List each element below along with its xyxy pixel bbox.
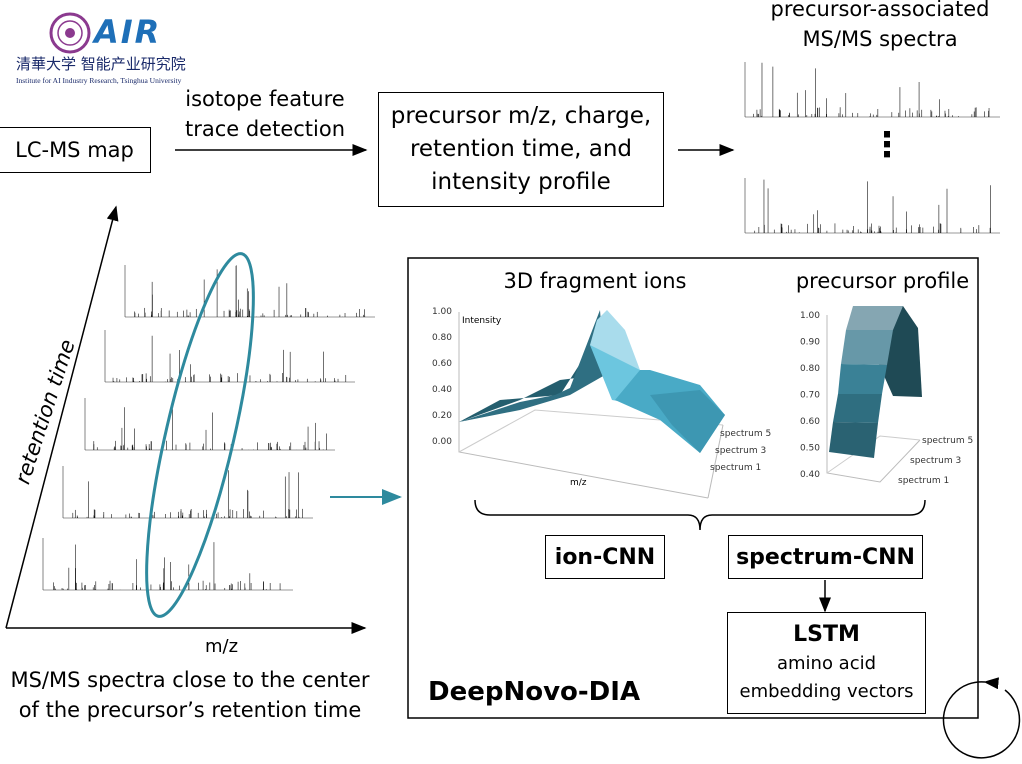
detection-line2: trace detection: [184, 117, 346, 141]
z-tick: 0.00: [432, 437, 452, 447]
profile-depth-tick: spectrum 3: [910, 456, 961, 466]
fragment-ions-chart: [458, 310, 725, 499]
lstm-label: LSTM: [793, 622, 860, 647]
logo: AIR 清華大学 智能产业研究院 Institute for AI Indust…: [10, 10, 210, 90]
caption-line2: of the precursor’s retention time: [18, 698, 362, 722]
profile-z-tick: 0.60: [800, 417, 820, 427]
self-loop-arrow: [942, 677, 1021, 759]
profile-z-tick: 0.50: [800, 444, 820, 454]
logo-english: Institute for AI Industry Research, Tsin…: [16, 76, 182, 85]
selection-ellipse: [145, 252, 255, 618]
surface-front-left: [459, 310, 605, 422]
depth-tick: spectrum 3: [715, 446, 766, 456]
depth-tick: spectrum 5: [720, 429, 771, 439]
stacked-spectrum-4: [62, 466, 313, 519]
brace: [474, 499, 926, 531]
stacked-spectrum-3: [84, 398, 335, 451]
spectra-title: precursor-associated MS/MS spectra: [760, 0, 1000, 54]
brand-logo-text: AIR: [94, 13, 162, 51]
spectra-title-line2: MS/MS spectra: [802, 27, 958, 51]
fragment-mz-label: m/z: [570, 478, 587, 488]
precursor-line1: precursor m/z, charge,: [390, 103, 652, 129]
z-tick: 0.80: [432, 333, 452, 343]
spectra-title-line1: precursor-associated: [770, 0, 990, 21]
spectrum-cnn-box: spectrum-CNN: [728, 535, 923, 579]
precursor-line2: retention time, and: [409, 136, 633, 162]
retention-time-axis: [5, 205, 119, 629]
stacked-spectrum-1: [124, 265, 375, 318]
precursor-profile-chart: [826, 306, 922, 483]
caption-line1: MS/MS spectra close to the center: [10, 668, 370, 692]
z-tick: 0.20: [432, 411, 452, 421]
ion-cnn-box: ion-CNN: [545, 535, 665, 579]
precursor-line3: intensity profile: [431, 169, 611, 195]
intensity-label: Intensity: [462, 316, 502, 326]
profile-z-tick: 0.80: [800, 364, 820, 374]
tsinghua-seal-icon: [49, 12, 91, 54]
mz-label: m/z: [205, 636, 239, 657]
profile-z-tick: 1.00: [800, 311, 820, 321]
precursor-spectrum-bottom: [744, 178, 1000, 234]
ion-cnn-label: ion-CNN: [554, 544, 656, 570]
fragment-ions-title: 3D fragment ions: [503, 269, 687, 293]
detection-line1: isotope feature: [185, 87, 345, 111]
lstm-sub-line1: amino acid: [776, 653, 877, 674]
left-caption: MS/MS spectra close to the center of the…: [0, 665, 380, 725]
lstm-sub-line2: embedding vectors: [739, 681, 914, 702]
profile-z-tick: 0.40: [800, 470, 820, 480]
surface-right-front: [650, 390, 725, 453]
detection-label: isotope feature trace detection: [180, 84, 350, 144]
logo-chinese: 清華大学 智能产业研究院: [16, 55, 186, 73]
z-tick: 0.40: [432, 385, 452, 395]
vertical-ellipsis: ⋮: [870, 125, 904, 165]
z-tick: 0.60: [432, 359, 452, 369]
z-tick: 1.00: [432, 307, 452, 317]
profile-depth-tick: spectrum 5: [922, 436, 973, 446]
precursor-profile-title: precursor profile: [795, 269, 970, 293]
precursor-spectrum-top: [744, 62, 1000, 118]
stacked-spectrum-2: [104, 330, 355, 383]
lcms-label: LC-MS map: [15, 138, 134, 162]
profile-z-tick: 0.70: [800, 391, 820, 401]
profile-depth-tick: spectrum 1: [898, 476, 949, 486]
depth-tick: spectrum 1: [710, 463, 761, 473]
deepnovo-dia-title: DeepNovo-DIA: [428, 677, 641, 707]
spectrum-cnn-label: spectrum-CNN: [736, 544, 915, 570]
profile-z-tick: 0.90: [800, 338, 820, 348]
deepnovo-box: [407, 257, 979, 719]
precursor-box: precursor m/z, charge, retention time, a…: [378, 92, 664, 207]
lstm-box: LSTM amino acid embedding vectors: [727, 612, 926, 714]
lcms-map-box: LC-MS map: [0, 127, 151, 173]
stacked-spectrum-5: [42, 538, 293, 591]
